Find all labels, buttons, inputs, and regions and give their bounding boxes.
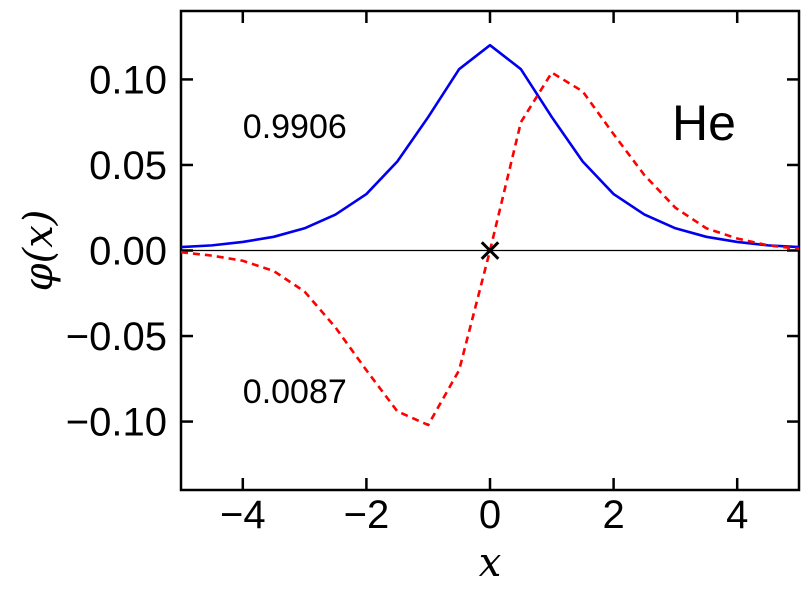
- center-marker: ×: [478, 227, 503, 274]
- x-axis-label: x: [479, 540, 502, 586]
- ticks: −4 −2 0 2 4 0.10 0.05 0.00 −0.05 −0.10: [66, 11, 799, 537]
- x-tick-label: −4: [220, 493, 266, 537]
- x-tick-label: 4: [726, 493, 748, 537]
- series-solid-blue-line: [180, 43, 800, 249]
- y-tick-label: 0.00: [89, 230, 167, 274]
- y-tick-label: 0.10: [89, 58, 167, 102]
- series-layer: [180, 43, 800, 427]
- y-tick-label: −0.10: [66, 401, 167, 445]
- series-dashed-red-line: [180, 71, 800, 427]
- y-tick-label: 0.05: [89, 144, 167, 188]
- annotation-element: He: [672, 95, 736, 151]
- annotation-top-value: 0.9906: [243, 108, 347, 146]
- y-axis-label: φ(x): [16, 210, 62, 292]
- y-tick-label: −0.05: [66, 315, 167, 359]
- x-tick-label: −2: [344, 493, 390, 537]
- x-tick-label: 0: [479, 493, 501, 537]
- labels: x φ(x) 0.9906 0.0087 He ×: [16, 95, 736, 586]
- x-tick-label: 2: [602, 493, 624, 537]
- annotation-bottom-value: 0.0087: [243, 373, 347, 411]
